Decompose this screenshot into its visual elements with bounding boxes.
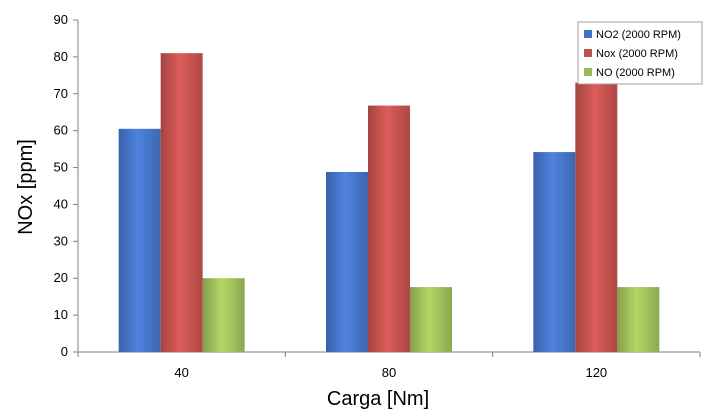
- bar-nox-80: [368, 105, 410, 353]
- y-tick-label: 80: [54, 49, 68, 64]
- y-tick-label: 30: [54, 233, 68, 248]
- x-tick-label: 120: [585, 365, 607, 380]
- bar-no2-120: [533, 152, 576, 352]
- legend-swatch-0: [584, 30, 592, 38]
- bar-nox-120: [575, 82, 618, 352]
- y-tick-label: 40: [54, 196, 68, 211]
- bars: [118, 53, 660, 353]
- bar-no-40: [202, 278, 245, 352]
- y-tick-label: 70: [54, 86, 68, 101]
- x-tick-label: 80: [382, 365, 396, 380]
- bar-no2-80: [326, 171, 368, 352]
- y-tick-label: 90: [54, 12, 68, 27]
- bar-no2-40: [118, 128, 161, 352]
- tick-labels: 0 10 20 30 40 50 60 70 80 90 40 80 120: [54, 12, 608, 380]
- x-tick-label: 40: [174, 365, 188, 380]
- legend-label-2: NO (2000 RPM): [596, 67, 675, 79]
- y-tick-label: 0: [61, 344, 68, 359]
- x-axis-title: Carga [Nm]: [327, 388, 429, 410]
- legend-swatch-2: [584, 68, 592, 76]
- bar-no-80: [410, 287, 452, 352]
- y-tick-label: 10: [54, 307, 68, 322]
- legend-box: [577, 21, 703, 85]
- y-tick-label: 20: [54, 270, 68, 285]
- legend: NO2 (2000 RPM) Nox (2000 RPM) NO (2000 RPM…: [577, 21, 703, 85]
- legend-label-1: Nox (2000 RPM): [596, 48, 678, 60]
- bar-no-120: [617, 287, 660, 352]
- y-tick-label: 60: [54, 123, 68, 138]
- legend-label-0: NO2 (2000 RPM): [596, 29, 681, 41]
- bar-nox-40: [160, 53, 203, 352]
- y-axis-title: NOx [ppm]: [15, 139, 37, 235]
- legend-swatch-1: [584, 49, 592, 57]
- y-tick-label: 50: [54, 160, 68, 175]
